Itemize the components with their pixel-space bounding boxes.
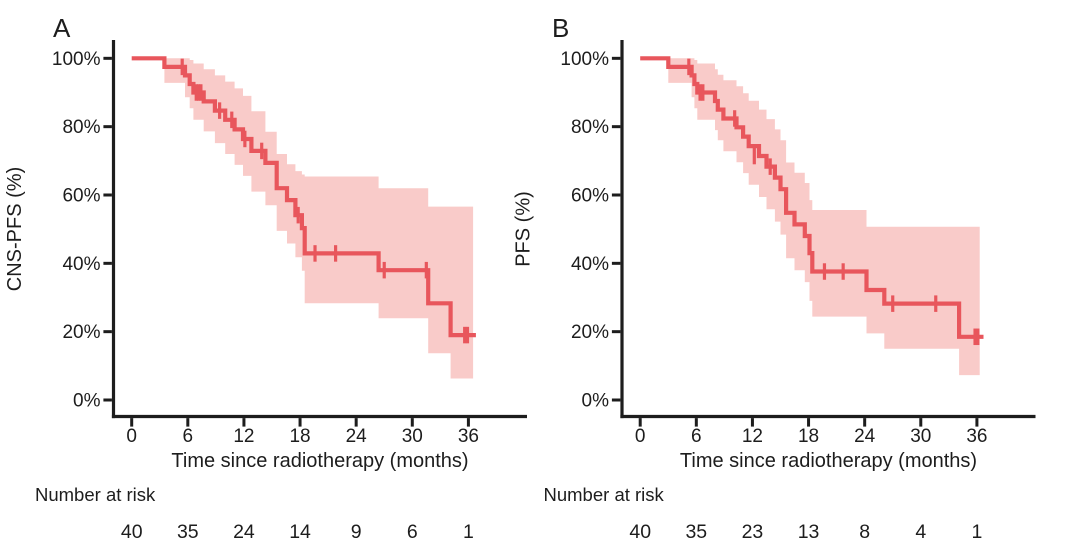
y-tick-label: 100%	[560, 49, 609, 70]
x-tick-label: 18	[798, 426, 819, 447]
panel-label: A	[53, 13, 71, 43]
risk-count: 24	[233, 521, 255, 543]
risk-count: 6	[407, 521, 418, 543]
km-curve	[131, 56, 476, 338]
risk-count: 40	[629, 521, 651, 543]
x-tick-label: 30	[910, 426, 931, 447]
y-tick-label: 60%	[62, 185, 100, 206]
x-tick-label: 18	[289, 426, 310, 447]
x-axis-title: Time since radiotherapy (months)	[680, 450, 977, 472]
risk-count: 23	[742, 521, 764, 543]
x-tick-label: 36	[966, 426, 987, 447]
x-tick-label: 24	[346, 426, 368, 447]
risk-count: 14	[289, 521, 311, 543]
y-tick-label: 60%	[571, 185, 609, 206]
y-tick-label: 40%	[62, 254, 100, 275]
y-tick-label: 0%	[73, 391, 101, 412]
x-axis-title: Time since radiotherapy (months)	[171, 450, 468, 472]
y-tick-label: 0%	[582, 391, 610, 412]
x-tick-label: 12	[742, 426, 763, 447]
risk-count: 35	[177, 521, 199, 543]
km-curve	[640, 56, 984, 339]
x-tick-label: 36	[458, 426, 479, 447]
confidence-band	[164, 58, 474, 379]
y-tick-label: 40%	[571, 254, 609, 275]
x-tick-label: 30	[402, 426, 423, 447]
y-tick-label: 80%	[62, 117, 100, 138]
x-tick-label: 12	[233, 426, 254, 447]
risk-table-title: Number at risk	[35, 484, 156, 505]
y-tick-label: 100%	[52, 49, 101, 70]
y-axis-title: PFS (%)	[513, 191, 535, 267]
x-tick-label: 24	[854, 426, 876, 447]
y-axis-title: CNS-PFS (%)	[4, 167, 26, 291]
confidence-band	[668, 58, 980, 376]
y-tick-label: 80%	[571, 117, 609, 138]
risk-count: 9	[351, 521, 362, 543]
x-tick-label: 0	[635, 426, 646, 447]
x-tick-label: 6	[691, 426, 702, 447]
x-tick-label: 6	[183, 426, 194, 447]
risk-count: 13	[798, 521, 820, 543]
risk-count: 1	[463, 521, 474, 543]
risk-count: 4	[915, 521, 926, 543]
risk-table-title: Number at risk	[544, 484, 665, 505]
panel-A: 0% 20% 40% 60% 80% 100% 0 6 12 18 24 30 36 Time since…	[4, 13, 527, 543]
y-tick-label: 20%	[571, 322, 609, 343]
y-tick-label: 20%	[62, 322, 100, 343]
risk-count: 40	[121, 521, 143, 543]
risk-count: 8	[859, 521, 870, 543]
panel-label: B	[552, 13, 569, 43]
x-tick-label: 0	[126, 426, 137, 447]
risk-count: 35	[685, 521, 707, 543]
risk-count: 1	[971, 521, 982, 543]
